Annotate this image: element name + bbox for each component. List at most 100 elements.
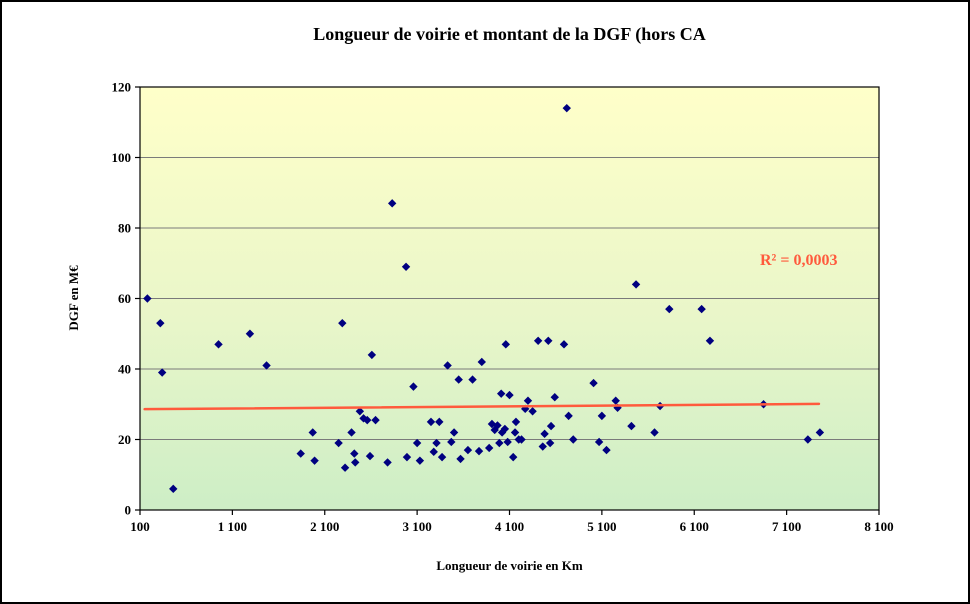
x-tick-label: 3 100 [403, 519, 432, 534]
x-tick-label: 2 100 [310, 519, 339, 534]
data-point [365, 451, 375, 461]
x-tick-label: 7 100 [772, 519, 801, 534]
data-point [387, 199, 397, 208]
data-point [528, 407, 537, 416]
data-point [589, 378, 598, 388]
data-point [262, 361, 271, 370]
data-point [156, 318, 165, 328]
data-point [493, 421, 502, 430]
data-point [650, 428, 659, 437]
data-point [495, 438, 504, 448]
data-point [544, 336, 553, 345]
data-point [310, 456, 319, 465]
y-tick-label: 80 [118, 221, 131, 236]
data-point [597, 411, 607, 421]
data-point [429, 447, 438, 457]
x-tick-label: 6 100 [680, 519, 709, 534]
data-point [631, 280, 641, 289]
x-tick-label: 5 100 [587, 519, 616, 534]
data-point [474, 446, 484, 456]
y-tick-label: 0 [125, 503, 132, 518]
data-point [214, 340, 223, 349]
data-point [143, 294, 152, 303]
data-point [665, 304, 674, 314]
data-point [355, 407, 365, 416]
data-point [437, 452, 447, 462]
data-point [505, 390, 514, 400]
data-point [559, 340, 569, 349]
data-point [363, 415, 372, 425]
data-point [351, 458, 360, 467]
y-tick-label: 40 [118, 362, 131, 377]
data-point [383, 458, 392, 467]
data-point [415, 456, 425, 465]
data-point [569, 435, 578, 444]
data-point [562, 103, 571, 113]
data-point [347, 428, 356, 437]
data-point [503, 437, 512, 447]
data-point [540, 429, 549, 439]
data-point [500, 424, 510, 434]
data-point [308, 428, 317, 437]
r-squared-label: R² = 0,0003 [760, 252, 837, 269]
y-tick-label: 60 [118, 291, 131, 306]
data-point [496, 389, 506, 398]
data-point [334, 438, 343, 448]
data-point [456, 454, 465, 464]
data-point [435, 417, 444, 427]
data-point [508, 452, 518, 462]
data-point [815, 428, 825, 437]
data-point [697, 304, 706, 314]
data-point [501, 340, 511, 349]
data-point [401, 262, 411, 271]
data-point [371, 415, 380, 425]
x-tick-label: 1 100 [218, 519, 247, 534]
data-point [169, 484, 178, 494]
y-tick-label: 20 [118, 432, 131, 447]
y-tick-label: 120 [112, 80, 132, 95]
data-point [454, 375, 463, 384]
x-tick-label: 4 100 [495, 519, 524, 534]
data-point [443, 361, 452, 370]
data-point [350, 449, 359, 458]
data-point [477, 357, 486, 367]
data-point [517, 435, 526, 444]
data-point [627, 421, 636, 431]
data-point [449, 428, 459, 437]
data-point [409, 382, 418, 391]
data-point [564, 411, 573, 421]
data-point [468, 375, 477, 384]
data-point [367, 350, 377, 360]
chart-title: Longueur de voirie et montant de la DGF … [313, 24, 706, 44]
data-point [447, 437, 456, 447]
data-point [533, 336, 543, 345]
x-tick-label: 100 [130, 519, 150, 534]
y-tick-label: 100 [112, 150, 132, 165]
data-point [245, 329, 255, 338]
data-point [426, 417, 436, 427]
data-point [550, 393, 559, 402]
data-point [602, 445, 611, 455]
data-point [157, 368, 167, 377]
trendline [143, 402, 821, 411]
data-point [803, 435, 813, 444]
x-tick-label: 8 100 [864, 519, 893, 534]
x-axis-title: Longueur de voirie en Km [436, 558, 583, 573]
data-point [296, 449, 305, 458]
data-point [338, 318, 347, 328]
data-point [611, 396, 620, 405]
data-point [545, 438, 555, 448]
data-point [594, 437, 604, 447]
data-point [412, 438, 422, 448]
data-point [546, 421, 556, 431]
data-point [538, 442, 547, 451]
data-point [510, 428, 520, 437]
data-point [432, 438, 441, 448]
data-point [463, 445, 473, 455]
data-point [402, 452, 412, 462]
data-point [484, 443, 494, 453]
data-point [523, 396, 533, 405]
data-point [705, 336, 715, 345]
